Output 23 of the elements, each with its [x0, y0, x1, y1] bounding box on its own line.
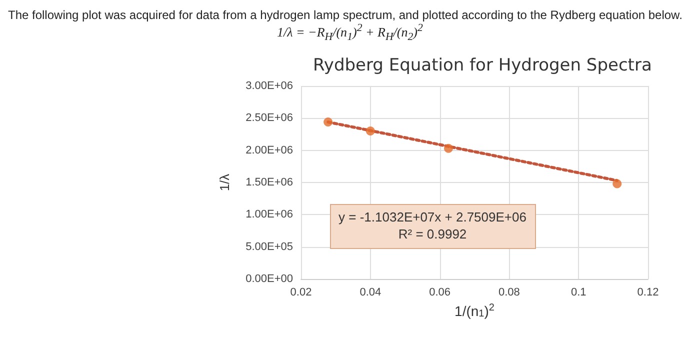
chart-title: Rydberg Equation for Hydrogen Spectra — [313, 56, 652, 76]
y-tick-label: 1.00E+06 — [246, 208, 293, 221]
x-tick-label: 0.02 — [290, 286, 312, 298]
y-tick-label: 0.00E+00 — [246, 273, 293, 285]
x-tick-label: 0.06 — [429, 286, 451, 298]
y-tick-label: 2.00E+06 — [246, 144, 293, 156]
y-axis-title: 1/λ — [217, 173, 232, 192]
point — [444, 144, 453, 153]
annotation: R² = 0.9992 — [398, 226, 467, 242]
x-tick-label: 0.08 — [498, 286, 520, 298]
x-tick-label: 0.04 — [360, 286, 382, 298]
text: 1/λ = −R$_{H}$/(n$_{1}$)$^{2}$ + R$_{H}$/(n$_{2}$)$^{2}$ — [277, 22, 423, 43]
point — [324, 118, 333, 127]
x-tick-label: 0.12 — [637, 286, 659, 298]
y-tick-label: 3.00E+06 — [246, 80, 293, 92]
point — [366, 126, 375, 136]
point — [612, 179, 622, 188]
y-tick-label: 2.50E+06 — [246, 112, 293, 124]
y-tick-label: 5.00E+05 — [246, 240, 293, 253]
annotation: y = -1.1032E+07x + 2.7509E+06 — [338, 210, 526, 224]
text: The following plot was acquired for data from a hydrogen lamp spectrum, and plotted according to the Rydberg equation below. — [8, 8, 684, 22]
y-tick-label: 1.50E+06 — [246, 176, 293, 188]
x-tick-label: 0.1 — [570, 286, 586, 298]
